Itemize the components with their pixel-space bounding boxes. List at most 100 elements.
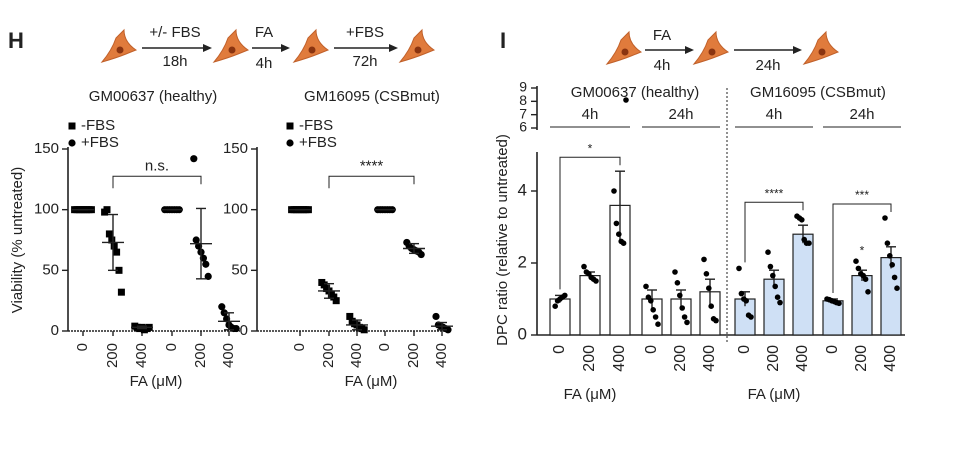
significance-label: **** [765,186,784,200]
cell-nucleus [818,48,826,56]
data-point [684,319,690,326]
data-point [774,294,781,301]
data-point [286,139,294,147]
schematic-label: 72h [352,53,377,70]
data-point [117,288,125,296]
x-tick-label: 200 [320,343,337,368]
data-point [611,188,617,194]
data-point [799,217,805,223]
y-tick-label: 150 [223,140,248,157]
data-point [562,292,568,299]
data-point [679,305,685,311]
data-point [853,258,859,265]
x-tick-label: 400 [220,343,237,368]
arrow-head [685,46,694,54]
x-tick-label: 200 [765,345,782,372]
data-point [836,300,842,307]
data-point [218,303,226,311]
data-point [68,122,76,130]
x-tick-label: 400 [133,343,150,368]
y-tick-label: 2 [518,252,527,271]
data-point [865,289,871,295]
data-point [884,240,891,246]
data-point [113,248,121,256]
panel-label: I [500,28,506,53]
x-tick-label: 200 [853,345,870,372]
y-tick-label: 9 [519,79,527,95]
schematic-label: 4h [256,55,273,72]
y-tick-label: 7 [519,105,527,121]
data-point [706,285,712,292]
y-tick-label: 4 [518,180,527,199]
x-tick-label: 0 [736,345,753,354]
group-label: GM00637 (healthy) [571,84,699,101]
significance-bracket [744,201,804,263]
y-axis-label: Viability (% untreated) [9,167,26,313]
data-point [889,262,895,268]
data-point [887,253,893,259]
data-point [772,283,778,290]
x-tick-label: 200 [405,343,422,368]
bar [880,257,902,336]
data-point [417,250,425,259]
data-point [681,314,688,320]
data-point [115,266,123,274]
cell-icon [605,30,643,65]
data-point [677,292,683,299]
x-tick-label: 200 [192,343,209,368]
significance-bracket [832,203,892,293]
data-point [332,297,340,305]
legend-label: -FBS [299,117,333,134]
subgroup-label: 4h [582,106,599,123]
data-point [713,317,719,324]
x-tick-label: 400 [348,343,365,368]
subgroup-label: 24h [668,106,693,123]
x-tick-label: 400 [701,345,718,372]
significance-label: n.s. [145,157,169,174]
data-point [552,303,558,310]
arrow-head [281,44,290,52]
chart-title: GM16095 (CSBmut) [304,88,440,105]
bar [549,298,571,336]
annotation: * [860,243,865,257]
x-axis-label: FA (μM) [564,386,617,403]
significance-bracket [112,175,202,189]
data-point [770,272,776,279]
cell-nucleus [621,48,629,56]
data-point [320,281,328,289]
cell-icon [100,28,138,63]
data-point [360,326,368,334]
data-point [806,240,812,246]
schematic-label: +/- FBS [149,24,200,41]
data-point [743,298,749,304]
cell-nucleus [228,46,236,54]
data-point [204,272,212,280]
data-point [738,290,745,297]
x-tick-label: 200 [104,343,121,368]
data-point [777,299,783,306]
cell-icon [292,28,330,63]
data-point [855,265,862,272]
data-point [192,236,200,244]
data-point [648,298,654,304]
data-point [330,293,338,301]
x-tick-label: 400 [882,345,899,372]
cell-icon [802,30,840,65]
significance-bracket [328,175,415,189]
y-tick-label: 150 [34,140,59,157]
data-point [748,314,754,320]
data-point [765,249,771,255]
subgroup-label: 4h [766,106,783,123]
group-label: GM16095 (CSBmut) [750,84,886,101]
significance-label: **** [360,157,384,174]
data-point [672,269,678,275]
data-point [650,307,656,313]
legend-label: +FBS [81,134,119,151]
data-point [346,312,354,320]
arrow-head [793,46,802,54]
data-point [68,139,76,147]
x-axis-label: FA (μM) [748,386,801,403]
bar [579,275,601,336]
x-tick-label: 0 [551,345,568,354]
data-point [736,265,742,272]
